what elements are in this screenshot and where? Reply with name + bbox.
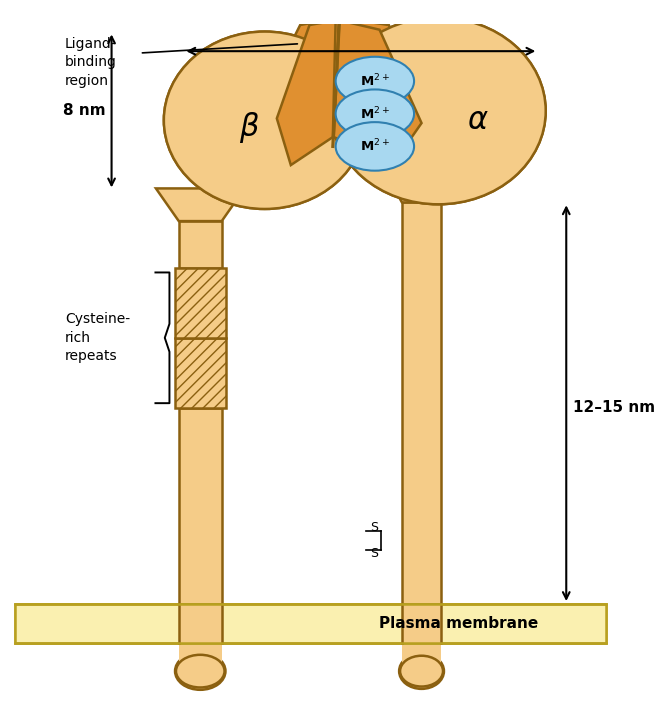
FancyBboxPatch shape — [402, 611, 441, 671]
FancyBboxPatch shape — [15, 604, 607, 643]
Text: S: S — [370, 521, 378, 534]
Text: $\alpha$: $\alpha$ — [467, 106, 489, 135]
Polygon shape — [258, 17, 339, 165]
Polygon shape — [333, 17, 431, 160]
FancyBboxPatch shape — [179, 221, 221, 267]
Polygon shape — [333, 20, 422, 163]
Ellipse shape — [335, 122, 414, 171]
Ellipse shape — [399, 653, 444, 689]
Text: Cysteine-
rich
repeats: Cysteine- rich repeats — [65, 312, 130, 363]
Text: Plasma membrane: Plasma membrane — [379, 616, 538, 631]
Ellipse shape — [331, 17, 546, 204]
Ellipse shape — [331, 17, 546, 204]
FancyBboxPatch shape — [402, 203, 441, 604]
Text: M$^{2+}$: M$^{2+}$ — [360, 73, 390, 89]
FancyBboxPatch shape — [15, 604, 607, 643]
Ellipse shape — [400, 655, 443, 686]
Text: M$^{2+}$: M$^{2+}$ — [360, 138, 390, 155]
Ellipse shape — [335, 89, 414, 138]
Polygon shape — [277, 20, 335, 165]
FancyBboxPatch shape — [174, 338, 226, 408]
Text: 12–15 nm: 12–15 nm — [320, 27, 402, 42]
Polygon shape — [387, 174, 457, 203]
FancyBboxPatch shape — [179, 408, 221, 604]
FancyBboxPatch shape — [179, 604, 221, 643]
FancyBboxPatch shape — [179, 611, 221, 671]
Text: M$^{2+}$: M$^{2+}$ — [360, 105, 390, 122]
Ellipse shape — [175, 653, 225, 690]
FancyBboxPatch shape — [174, 267, 226, 338]
FancyBboxPatch shape — [402, 604, 441, 643]
Text: Ligand-
binding
region: Ligand- binding region — [65, 37, 117, 88]
Text: 8 nm: 8 nm — [64, 103, 106, 118]
Polygon shape — [156, 188, 245, 221]
Ellipse shape — [335, 57, 414, 105]
Ellipse shape — [164, 32, 365, 209]
Text: 12–15 nm: 12–15 nm — [573, 400, 655, 415]
Text: S: S — [370, 547, 378, 560]
Text: $\beta$: $\beta$ — [239, 110, 259, 145]
Ellipse shape — [164, 32, 365, 209]
Ellipse shape — [176, 655, 225, 687]
